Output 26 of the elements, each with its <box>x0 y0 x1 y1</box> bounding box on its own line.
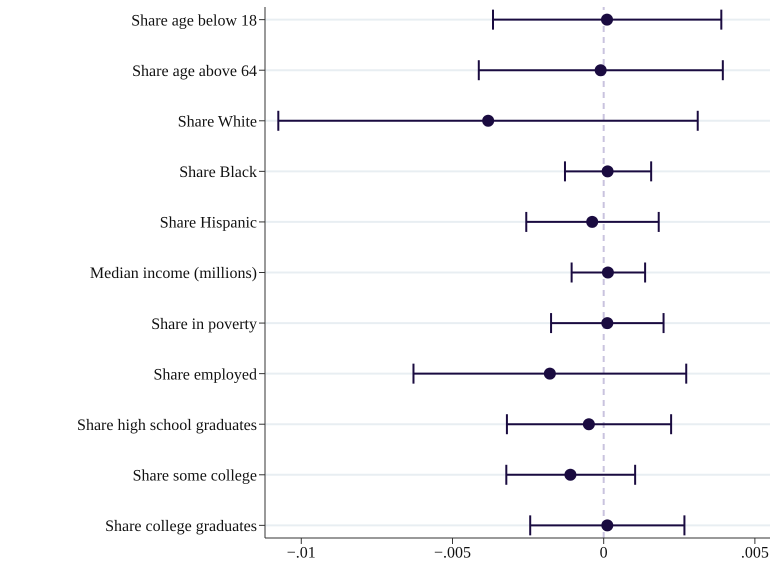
x-tick-label: .005 <box>740 544 769 562</box>
point <box>594 64 607 76</box>
point <box>601 317 614 330</box>
point <box>582 418 595 430</box>
x-tick-label: −.005 <box>434 544 471 562</box>
y-tick-label: Share Hispanic <box>160 214 257 232</box>
y-tick-label: Share in poverty <box>151 316 257 333</box>
y-tick-label: Share age below 18 <box>131 12 257 30</box>
point <box>601 14 614 26</box>
y-tick-label: Share some college <box>132 467 257 484</box>
point <box>586 216 598 228</box>
y-tick-label: Median income (millions) <box>90 265 257 282</box>
point <box>601 519 614 532</box>
y-tick-label: Share employed <box>153 366 257 384</box>
point <box>602 165 614 178</box>
y-tick-label: Share White <box>178 113 257 130</box>
point <box>564 468 576 481</box>
y-tick-label: Share age above 64 <box>132 62 257 80</box>
y-tick-label: Share high school graduates <box>77 416 257 434</box>
point <box>544 368 556 380</box>
x-tick-label: −.01 <box>286 544 316 562</box>
y-tick-label: Share college graduates <box>105 518 257 536</box>
point <box>602 266 614 278</box>
x-tick-label: 0 <box>600 544 608 562</box>
y-tick-label: Share Black <box>179 164 257 182</box>
point <box>482 114 494 127</box>
